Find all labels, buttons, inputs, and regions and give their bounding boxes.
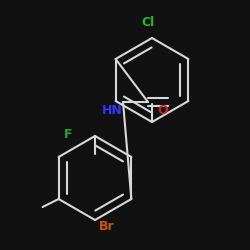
Text: Br: Br xyxy=(99,220,115,232)
Text: F: F xyxy=(64,128,72,140)
Text: Cl: Cl xyxy=(142,16,154,28)
Text: O: O xyxy=(158,104,168,117)
Text: HN: HN xyxy=(102,104,122,117)
